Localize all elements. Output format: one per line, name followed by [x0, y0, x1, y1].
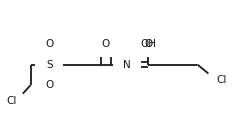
Text: O: O — [144, 39, 152, 49]
Text: OH: OH — [140, 39, 156, 49]
Text: Cl: Cl — [216, 75, 227, 85]
Text: O: O — [45, 39, 54, 49]
Text: N: N — [123, 59, 131, 70]
Text: Cl: Cl — [6, 96, 16, 106]
Text: O: O — [102, 39, 110, 49]
Text: O: O — [45, 80, 54, 90]
Text: S: S — [46, 59, 53, 70]
